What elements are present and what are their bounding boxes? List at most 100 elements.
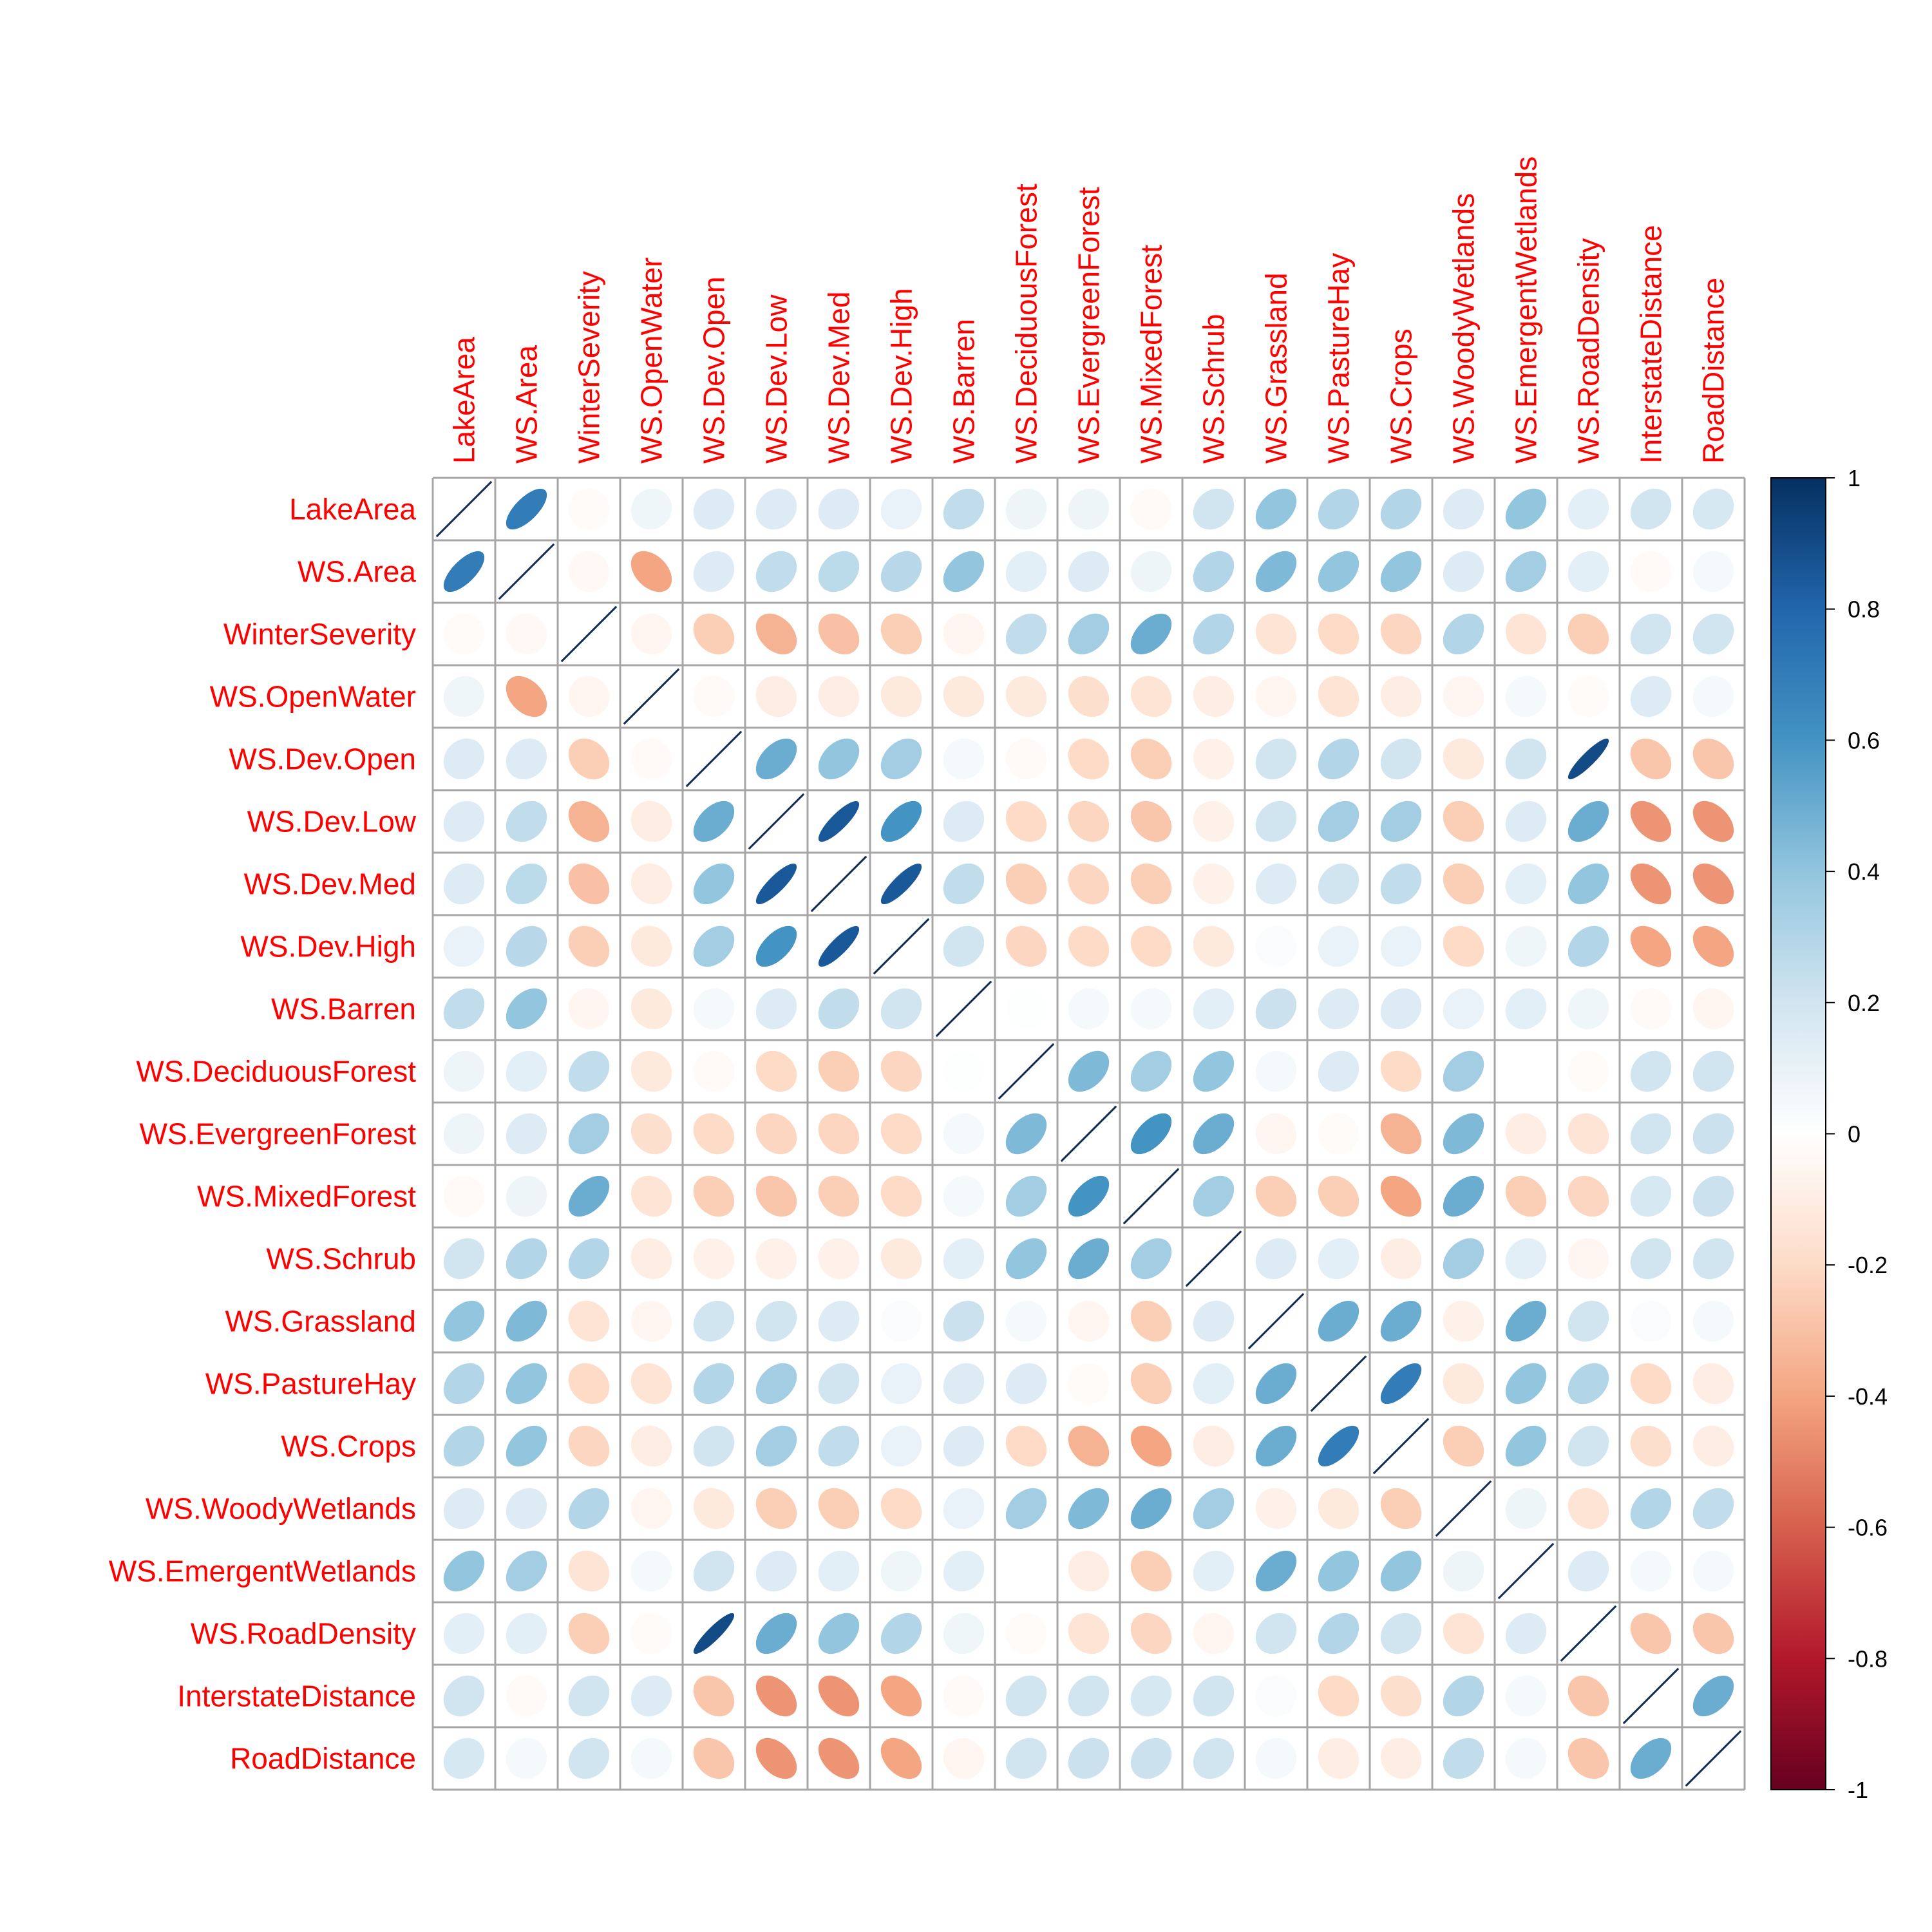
row-label: WS.RoadDensity xyxy=(191,1617,416,1651)
correlation-ellipse xyxy=(1567,1488,1609,1530)
correlation-ellipse xyxy=(755,488,797,530)
correlation-ellipse xyxy=(943,1425,985,1467)
column-labels: LakeArea WS.Area WinterSeverity WS.OpenWate… xyxy=(448,156,1730,464)
correlation-ellipse xyxy=(693,1175,735,1217)
colorbar-tick-label: -1 xyxy=(1848,1777,1868,1803)
correlation-ellipse xyxy=(1193,1050,1235,1092)
correlation-ellipse xyxy=(880,1738,922,1779)
correlation-ellipse xyxy=(1005,1675,1047,1717)
diagonal-mark xyxy=(1185,1230,1242,1287)
correlation-ellipse xyxy=(755,738,797,780)
correlation-ellipse xyxy=(506,1675,547,1717)
correlation-ellipse xyxy=(693,1550,735,1592)
correlation-ellipse xyxy=(1567,1425,1609,1467)
diagonal-mark xyxy=(1060,1105,1117,1162)
correlation-ellipse xyxy=(1505,1425,1547,1467)
correlation-ellipse xyxy=(1318,1050,1359,1092)
correlation-ellipse xyxy=(568,1175,610,1217)
correlation-ellipse xyxy=(1443,488,1484,530)
correlation-ellipse xyxy=(1255,1675,1297,1717)
correlation-ellipse xyxy=(818,1488,860,1530)
correlation-ellipse xyxy=(506,1425,547,1467)
column-label: WS.EvergreenForest xyxy=(1072,187,1106,464)
correlation-ellipse xyxy=(880,1425,922,1467)
correlation-ellipse xyxy=(1068,738,1110,780)
correlation-ellipse xyxy=(755,1613,797,1654)
correlation-ellipse xyxy=(443,1175,485,1217)
correlation-ellipse xyxy=(1255,1238,1297,1280)
correlation-ellipse xyxy=(1318,488,1359,530)
diagonal-mark xyxy=(685,730,743,788)
correlation-ellipse xyxy=(943,1488,985,1530)
correlation-ellipse xyxy=(506,1550,547,1592)
correlation-ellipse xyxy=(1068,1175,1110,1217)
correlation-ellipse xyxy=(1193,613,1235,655)
column-label: WS.WoodyWetlands xyxy=(1447,193,1481,464)
correlation-ellipse xyxy=(1567,925,1609,967)
correlation-ellipse xyxy=(1255,1425,1297,1467)
correlation-ellipse xyxy=(1505,1738,1547,1779)
correlation-ellipse xyxy=(943,863,985,905)
correlation-ellipse xyxy=(1005,1363,1047,1405)
correlation-ellipse xyxy=(1567,800,1609,842)
column-label: WS.OpenWater xyxy=(635,258,668,464)
correlation-ellipse xyxy=(1068,988,1110,1030)
correlation-ellipse xyxy=(755,613,797,655)
correlation-ellipse xyxy=(1443,676,1484,717)
correlation-ellipse xyxy=(506,800,547,842)
correlation-ellipse xyxy=(630,738,672,780)
correlation-ellipse xyxy=(568,1363,610,1405)
correlation-ellipse xyxy=(755,1300,797,1342)
correlation-ellipse xyxy=(880,613,922,655)
correlation-ellipse xyxy=(1255,488,1297,530)
diagonal-mark xyxy=(560,605,618,663)
colorbar-tick-label: -0.4 xyxy=(1848,1383,1888,1410)
correlation-ellipse xyxy=(1318,863,1359,905)
correlation-ellipse xyxy=(1005,738,1047,780)
correlation-ellipse xyxy=(818,1675,860,1717)
column-label: WS.Dev.Med xyxy=(822,291,856,464)
correlation-ellipse xyxy=(1692,1613,1734,1654)
correlation-ellipse xyxy=(568,800,610,842)
diagonal-mark xyxy=(498,543,555,600)
correlation-ellipse xyxy=(1130,676,1172,717)
correlation-ellipse xyxy=(1692,1050,1734,1092)
row-label: InterstateDistance xyxy=(177,1680,416,1713)
row-labels: LakeArea WS.Area WinterSeverity WS.OpenWate… xyxy=(109,493,417,1776)
correlation-ellipse xyxy=(1193,1675,1235,1717)
correlation-ellipse xyxy=(693,1238,735,1280)
correlation-ellipse xyxy=(818,551,860,592)
correlation-ellipse xyxy=(1505,1175,1547,1217)
correlation-ellipse xyxy=(630,988,672,1030)
diagonal-mark xyxy=(1560,1605,1617,1662)
correlation-ellipse xyxy=(1380,1550,1422,1592)
column-label: WS.Schrub xyxy=(1197,314,1231,464)
correlation-ellipse xyxy=(943,738,985,780)
correlation-ellipse xyxy=(443,1488,485,1530)
correlation-ellipse xyxy=(1630,1300,1672,1342)
correlation-ellipse xyxy=(1567,613,1609,655)
correlation-ellipse xyxy=(943,1363,985,1405)
correlation-ellipse xyxy=(1692,800,1734,842)
correlation-ellipse xyxy=(943,676,985,717)
correlation-ellipse xyxy=(1443,1300,1484,1342)
correlation-ellipse xyxy=(1193,1550,1235,1592)
correlation-ellipse xyxy=(943,1738,985,1779)
correlation-ellipse xyxy=(1130,800,1172,842)
correlation-ellipse xyxy=(943,1113,985,1155)
correlation-ellipse xyxy=(1380,863,1422,905)
correlation-ellipse xyxy=(1692,1488,1734,1530)
correlation-ellipse xyxy=(443,988,485,1030)
correlation-ellipse xyxy=(506,1175,547,1217)
correlation-ellipse xyxy=(755,1175,797,1217)
diagonal-mark xyxy=(1310,1355,1367,1412)
correlation-ellipse xyxy=(1692,488,1734,530)
correlation-ellipse xyxy=(1567,1175,1609,1217)
correlation-ellipse xyxy=(1255,1050,1297,1092)
correlation-ellipse xyxy=(1005,800,1047,842)
correlation-ellipse xyxy=(1130,1113,1172,1155)
correlation-ellipse xyxy=(755,1425,797,1467)
correlation-ellipse xyxy=(1130,988,1172,1030)
correlation-ellipse xyxy=(880,1675,922,1717)
correlation-ellipse xyxy=(1567,1300,1609,1342)
